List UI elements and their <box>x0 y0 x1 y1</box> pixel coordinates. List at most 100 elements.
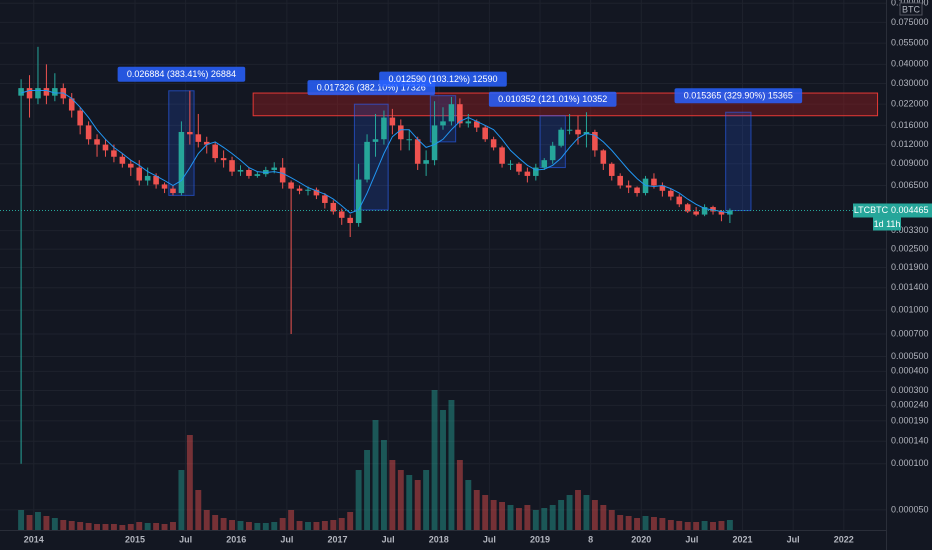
x-tick-label: 2019 <box>530 534 550 544</box>
volume-bar <box>440 410 446 530</box>
volume-bar <box>212 515 219 530</box>
y-tick-label: 0.075000 <box>891 17 929 27</box>
volume-bar <box>313 522 320 530</box>
candle-body <box>220 158 227 161</box>
y-tick-label: 0.000190 <box>891 415 929 425</box>
y-tick-label: 0.055000 <box>891 37 929 47</box>
y-tick-label: 0.040000 <box>891 59 929 69</box>
volume-bar <box>693 522 700 530</box>
candle-body <box>684 204 691 212</box>
volume-bar <box>245 522 252 530</box>
x-tick-label: 2015 <box>125 534 145 544</box>
candle-body <box>634 187 640 194</box>
candle-body <box>541 160 548 168</box>
volume-bar <box>136 522 143 530</box>
volume-bar <box>330 520 337 530</box>
volume-bar <box>347 512 354 530</box>
y-tick-label: 0.012000 <box>891 139 929 149</box>
volume-bar <box>229 520 236 530</box>
candle-body <box>423 160 429 164</box>
volume-bar <box>684 522 691 530</box>
volume-bar <box>77 522 84 530</box>
volume-bar <box>372 420 379 530</box>
volume-bar <box>575 490 581 530</box>
volume-bar <box>499 502 506 530</box>
y-tick-label: 0.016000 <box>891 120 929 130</box>
x-tick-label: 2022 <box>834 534 854 544</box>
candle-body <box>600 150 607 164</box>
volume-bar <box>701 521 708 530</box>
candle-body <box>136 167 143 181</box>
candle-body <box>18 88 24 96</box>
candle-body <box>524 171 531 176</box>
x-tick-label: 2017 <box>328 534 348 544</box>
volume-bar <box>482 495 489 530</box>
candle-body <box>693 211 699 215</box>
candle-body <box>271 167 278 170</box>
candle-body <box>608 163 615 176</box>
volume-bar <box>364 450 371 530</box>
volume-bar <box>271 522 278 530</box>
candle-body <box>414 139 421 164</box>
volume-bar <box>566 495 573 530</box>
volume-bar <box>94 524 100 530</box>
candle-body <box>701 207 708 215</box>
measure-labels: 0.026884 (383.41%) 26884 0.017326 (382.10… <box>117 66 803 107</box>
candle-body <box>111 150 117 157</box>
x-tick-label: Jul <box>685 534 698 544</box>
candle-body <box>296 188 303 191</box>
candle-body <box>170 188 176 194</box>
y-tick-label: 0.000240 <box>891 400 929 410</box>
candle-body <box>203 141 210 145</box>
unit-box <box>899 2 923 16</box>
x-tick-label: 2021 <box>733 534 753 544</box>
measure-label-box <box>117 66 246 82</box>
volume-bar <box>423 470 430 530</box>
measure-label: 0.017326 (382.10%) 17326 <box>317 83 426 93</box>
measure-label: 0.012590 (103.12%) 12590 <box>388 74 497 84</box>
measure-label: 0.010352 (121.01%) 10352 <box>498 94 607 104</box>
y-tick-label: 0.000050 <box>891 504 929 514</box>
volume-bar <box>195 490 202 530</box>
volume-bar <box>161 524 168 530</box>
candle-body <box>195 134 202 142</box>
volume-bar <box>110 524 117 530</box>
candle-body <box>668 190 674 197</box>
volume-bar <box>541 508 548 530</box>
candle-body <box>43 88 50 96</box>
candle-body <box>330 202 337 212</box>
volume-bar <box>203 510 210 530</box>
volume-bar <box>51 518 58 530</box>
candle-body <box>187 131 193 135</box>
candle-body <box>499 147 505 164</box>
candle-body <box>119 156 126 164</box>
volume-bar <box>617 515 624 530</box>
candle-body <box>372 139 379 142</box>
volume-bar <box>659 518 666 530</box>
unit-label: BTC <box>902 4 921 14</box>
candle-body <box>288 182 294 189</box>
candle-body <box>710 207 716 212</box>
y-tick-label: 0.022000 <box>891 99 929 109</box>
candle-body <box>68 98 75 111</box>
y-tick-label: 0.001000 <box>891 305 929 315</box>
candle-body <box>592 131 598 151</box>
volume-bar <box>296 521 303 530</box>
candle-body <box>431 125 438 161</box>
volume-bar <box>448 400 455 530</box>
candle-body <box>85 125 92 140</box>
volume-bar <box>102 524 109 530</box>
volume-pane <box>18 390 733 530</box>
candle-body <box>516 163 522 172</box>
volume-bar <box>583 495 590 530</box>
candle-body <box>347 217 353 224</box>
candle-body <box>246 169 252 176</box>
candle-body <box>178 131 185 194</box>
candle-body <box>237 169 244 172</box>
volume-bar <box>456 460 463 530</box>
y-tick-label: 0.001400 <box>891 282 929 292</box>
volume-bar <box>186 435 193 530</box>
volume-bar <box>35 512 41 530</box>
candle-body <box>77 110 83 126</box>
